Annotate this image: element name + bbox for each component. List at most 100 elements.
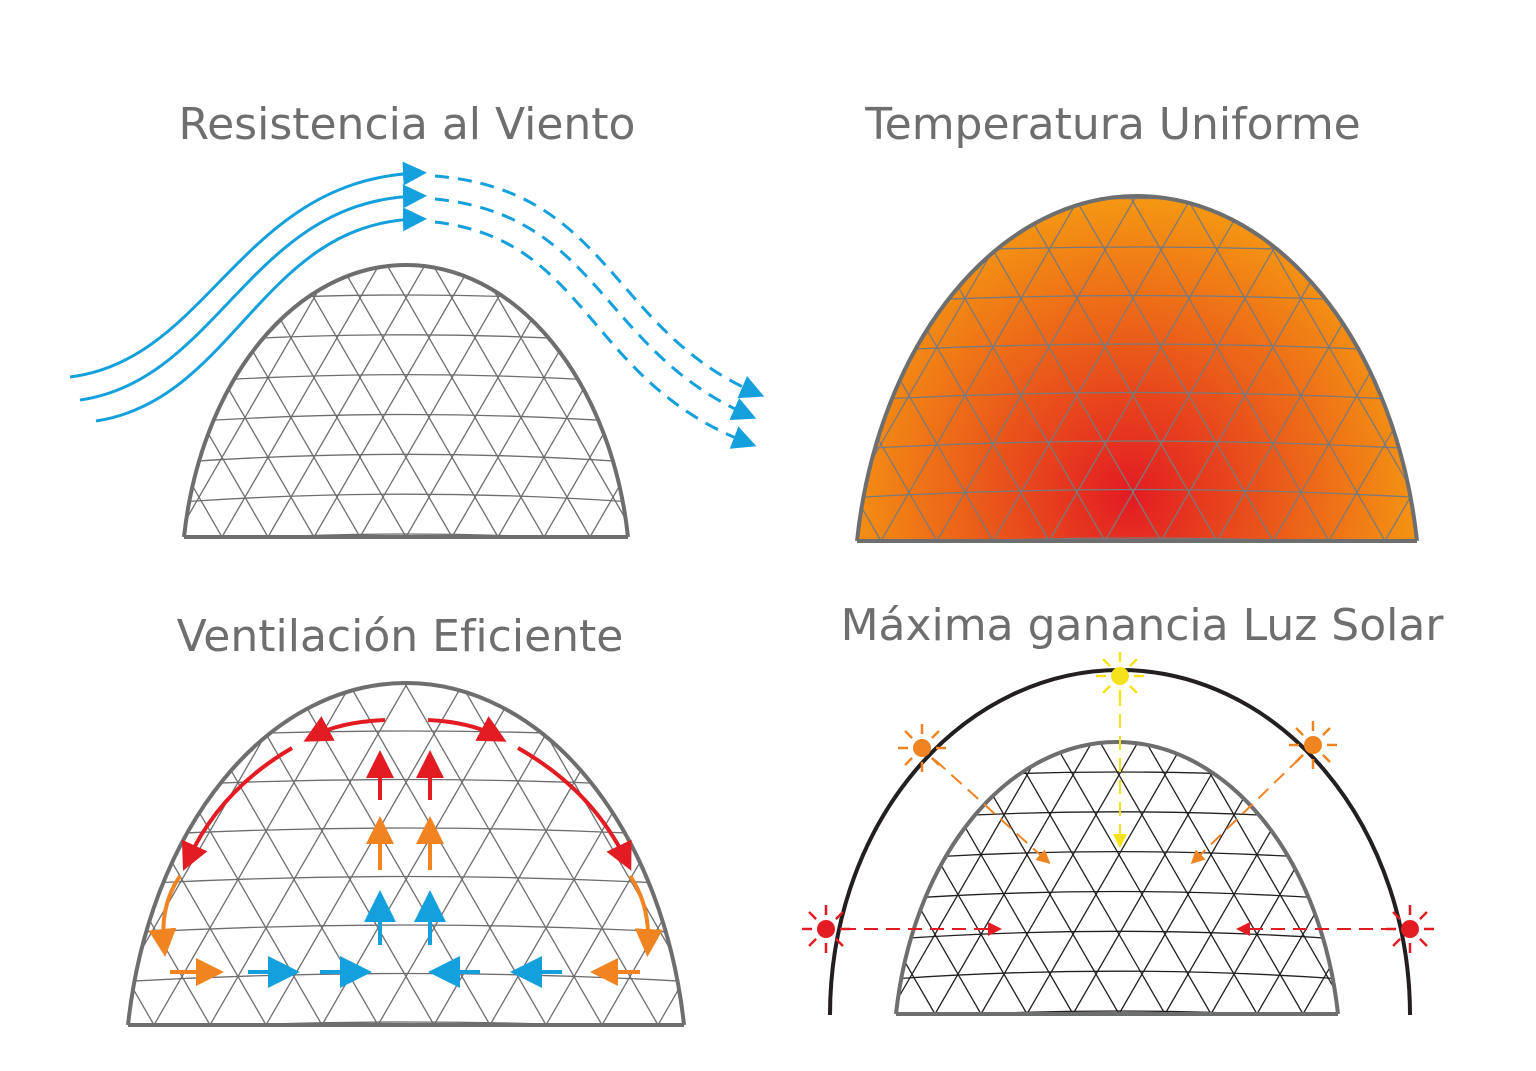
- sun-ray: [904, 730, 913, 739]
- panel-title: Resistencia al Viento: [179, 99, 636, 150]
- lattice-strut: [128, 683, 211, 1025]
- lattice-ring: [184, 453, 628, 464]
- ray: [934, 759, 1051, 865]
- arrow: [628, 874, 663, 957]
- lattice-strut: [880, 196, 1104, 542]
- lattice-strut: [603, 156, 825, 541]
- sun-ray: [808, 938, 817, 947]
- sun-ray: [1102, 658, 1111, 667]
- lattice-strut: [184, 264, 223, 537]
- domes: [0, 150, 1536, 1027]
- lattice-strut: [857, 196, 938, 542]
- lattice-ring: [896, 970, 1338, 981]
- lattice-ring: [837, 150, 1437, 159]
- lattice-strut: [601, 683, 684, 1025]
- lattice-ring: [896, 890, 1338, 902]
- lattice-strut: [0, 225, 176, 537]
- lattice-strut: [0, 225, 34, 537]
- panel-title: Máxima ganancia Luz Solar: [841, 600, 1445, 651]
- air-flow: [148, 716, 663, 988]
- dome-fill: [128, 683, 684, 1025]
- arrow: [181, 746, 294, 871]
- sun: [1289, 721, 1337, 769]
- sun-disc: [817, 920, 835, 938]
- lattice-strut: [1499, 156, 1536, 541]
- lattice-strut: [409, 264, 591, 537]
- sun-ray: [1392, 911, 1401, 920]
- lattice-strut: [1328, 196, 1417, 542]
- dome-fill: [896, 741, 1338, 1014]
- sun-rays: [842, 692, 1395, 936]
- dome-outline: [894, 740, 1340, 1015]
- dome-fill: [184, 264, 628, 537]
- sun-ray: [931, 730, 940, 739]
- lattice-strut: [363, 264, 545, 537]
- dome-outline: [182, 263, 630, 538]
- lattice-strut: [1445, 702, 1536, 1014]
- lattice-ring: [857, 391, 1417, 403]
- lattice-strut: [682, 225, 862, 537]
- wind-line: [69, 161, 427, 379]
- lattice-strut: [1106, 196, 1330, 542]
- lattice-strut: [636, 225, 816, 537]
- lattice-strut: [980, 741, 1162, 1014]
- lattice-strut: [0, 643, 95, 1025]
- sun-ray: [1322, 727, 1331, 736]
- lattice-strut: [601, 156, 823, 541]
- lattice-ring: [184, 413, 628, 425]
- panel-title: Ventilación Eficiente: [177, 611, 624, 662]
- lattice-strut: [1349, 702, 1529, 1014]
- lattice-strut: [1395, 702, 1536, 1014]
- lattice-strut: [589, 264, 628, 537]
- lattice-strut: [1076, 741, 1258, 1014]
- lattice-strut: [1122, 741, 1304, 1014]
- sun-disc: [1304, 736, 1322, 754]
- lattice-strut: [0, 225, 130, 537]
- wind-flow: [69, 161, 765, 449]
- lattice-strut: [128, 683, 155, 1025]
- sun-ray: [808, 911, 817, 920]
- lattice-strut: [0, 225, 38, 537]
- lattice-ring: [857, 440, 1417, 451]
- lattice-strut: [857, 196, 880, 542]
- arrow: [303, 716, 386, 742]
- lattice-strut: [1497, 156, 1536, 541]
- lattice-strut: [660, 683, 684, 1025]
- lattice-ring: [184, 493, 628, 504]
- sun-disc: [1401, 920, 1419, 938]
- lattice-strut: [1487, 702, 1536, 1014]
- arrow: [427, 716, 507, 742]
- sun-ray: [1392, 938, 1401, 947]
- lattice-strut: [1443, 156, 1536, 541]
- lattice-strut: [0, 225, 80, 537]
- lattice-strut: [1399, 702, 1536, 1014]
- lattice-strut: [380, 683, 603, 1025]
- lattice-strut: [184, 264, 269, 537]
- sun-ray: [1295, 727, 1304, 736]
- lattice-strut: [0, 225, 172, 537]
- sun-ray: [1322, 754, 1331, 763]
- lattice-strut: [209, 683, 432, 1025]
- dome: [705, 702, 1536, 1016]
- lattice-strut: [1256, 741, 1338, 1014]
- lattice-ring: [128, 972, 684, 984]
- lattice-strut: [657, 683, 684, 1025]
- arrow: [517, 746, 632, 871]
- lattice-ring: [128, 875, 684, 887]
- lattice-ring: [128, 924, 684, 935]
- sun: [802, 905, 850, 953]
- lattice-ring: [128, 1021, 684, 1025]
- panel-title: Temperatura Uniforme: [864, 99, 1361, 150]
- lattice-strut: [267, 264, 449, 537]
- sun: [1096, 652, 1144, 700]
- sun-ray: [1419, 938, 1428, 947]
- lattice-strut: [686, 225, 866, 537]
- dome-fill: [857, 196, 1417, 542]
- lattice-strut: [705, 702, 885, 1014]
- wind-dashed: [434, 197, 757, 420]
- lattice-strut: [896, 741, 982, 1014]
- lattice-strut: [992, 196, 1216, 542]
- lattice-strut: [1441, 702, 1536, 1014]
- sun-ray: [1129, 685, 1138, 694]
- lattice-strut: [1441, 156, 1536, 541]
